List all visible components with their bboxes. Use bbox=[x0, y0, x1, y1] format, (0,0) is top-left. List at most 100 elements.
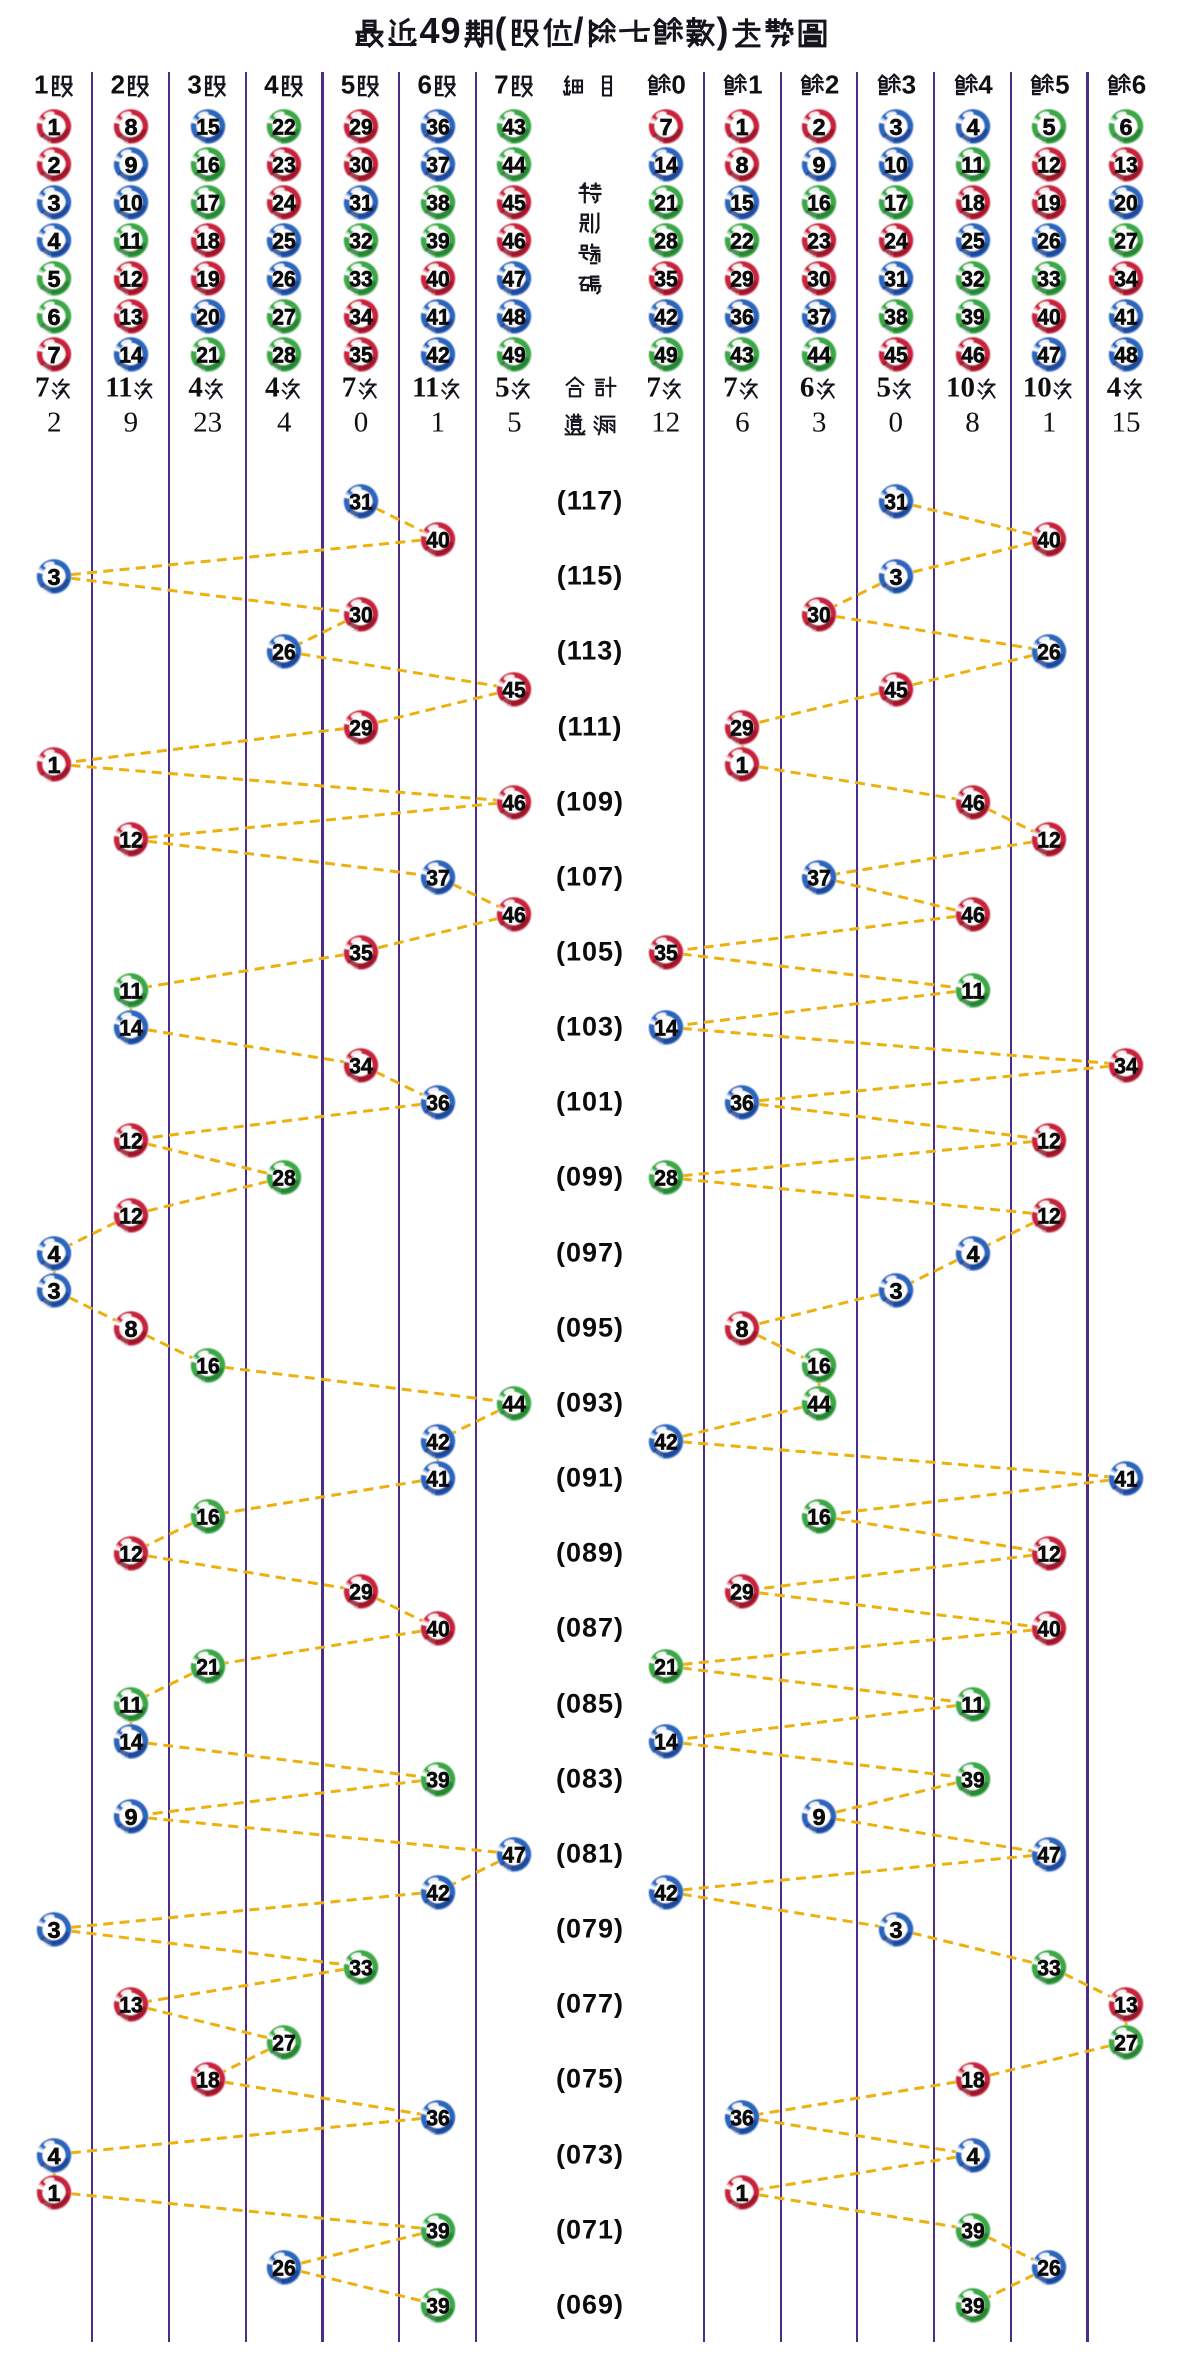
svg-text:31: 31 bbox=[884, 490, 908, 515]
svg-text:5: 5 bbox=[48, 266, 61, 292]
svg-text:39: 39 bbox=[961, 305, 985, 330]
svg-text:47: 47 bbox=[1038, 343, 1062, 368]
svg-text:28: 28 bbox=[654, 228, 678, 253]
svg-text:26: 26 bbox=[1038, 2256, 1062, 2281]
svg-text:45: 45 bbox=[884, 677, 908, 702]
svg-text:33: 33 bbox=[349, 1955, 373, 1980]
svg-text:15: 15 bbox=[196, 114, 220, 139]
svg-text:5: 5 bbox=[1043, 114, 1056, 140]
svg-text:30: 30 bbox=[807, 266, 831, 291]
svg-text:29: 29 bbox=[349, 114, 373, 139]
svg-text:21: 21 bbox=[196, 343, 220, 368]
svg-text:26: 26 bbox=[273, 640, 297, 665]
svg-text:38: 38 bbox=[884, 305, 908, 330]
svg-text:11: 11 bbox=[961, 978, 985, 1003]
svg-text:11: 11 bbox=[119, 1692, 143, 1717]
svg-text:36: 36 bbox=[731, 2105, 755, 2130]
svg-text:23: 23 bbox=[273, 152, 297, 177]
svg-text:28: 28 bbox=[273, 343, 297, 368]
svg-text:1: 1 bbox=[48, 2180, 61, 2206]
svg-text:20: 20 bbox=[196, 305, 220, 330]
svg-text:3: 3 bbox=[48, 1278, 61, 1304]
svg-text:42: 42 bbox=[426, 1880, 450, 1905]
svg-text:45: 45 bbox=[503, 190, 527, 215]
svg-text:33: 33 bbox=[1038, 1955, 1062, 1980]
svg-text:49: 49 bbox=[654, 343, 678, 368]
svg-text:12: 12 bbox=[1038, 828, 1062, 853]
svg-text:21: 21 bbox=[654, 190, 678, 215]
svg-text:17: 17 bbox=[196, 190, 220, 215]
svg-text:41: 41 bbox=[1114, 305, 1138, 330]
svg-text:39: 39 bbox=[426, 1767, 450, 1792]
svg-text:14: 14 bbox=[654, 152, 678, 177]
svg-text:45: 45 bbox=[503, 677, 527, 702]
svg-text:37: 37 bbox=[807, 865, 831, 890]
svg-text:10: 10 bbox=[119, 190, 143, 215]
svg-text:46: 46 bbox=[961, 343, 985, 368]
svg-text:29: 29 bbox=[349, 715, 373, 740]
svg-text:9: 9 bbox=[124, 152, 137, 178]
svg-text:14: 14 bbox=[654, 1730, 678, 1755]
svg-text:44: 44 bbox=[807, 343, 831, 368]
svg-text:40: 40 bbox=[1038, 527, 1062, 552]
svg-text:7: 7 bbox=[659, 114, 672, 140]
svg-text:18: 18 bbox=[961, 190, 985, 215]
svg-text:25: 25 bbox=[961, 228, 985, 253]
svg-text:16: 16 bbox=[196, 1354, 220, 1379]
svg-text:13: 13 bbox=[119, 305, 143, 330]
svg-text:12: 12 bbox=[1038, 1542, 1062, 1567]
svg-text:40: 40 bbox=[426, 266, 450, 291]
svg-text:43: 43 bbox=[503, 114, 527, 139]
svg-text:39: 39 bbox=[426, 2293, 450, 2318]
svg-text:18: 18 bbox=[961, 2068, 985, 2093]
svg-text:46: 46 bbox=[503, 228, 527, 253]
svg-text:12: 12 bbox=[119, 1542, 143, 1567]
svg-text:35: 35 bbox=[349, 343, 373, 368]
svg-text:13: 13 bbox=[1114, 152, 1138, 177]
svg-text:4: 4 bbox=[966, 114, 979, 140]
svg-text:35: 35 bbox=[349, 941, 373, 966]
svg-text:40: 40 bbox=[426, 1617, 450, 1642]
svg-text:3: 3 bbox=[889, 1278, 902, 1304]
svg-text:4: 4 bbox=[48, 228, 61, 254]
svg-text:8: 8 bbox=[736, 1316, 749, 1342]
svg-text:31: 31 bbox=[884, 266, 908, 291]
svg-text:12: 12 bbox=[1038, 1204, 1062, 1229]
svg-text:37: 37 bbox=[426, 865, 450, 890]
svg-text:1: 1 bbox=[48, 752, 61, 778]
svg-text:24: 24 bbox=[884, 228, 908, 253]
svg-text:42: 42 bbox=[654, 1880, 678, 1905]
svg-text:16: 16 bbox=[196, 152, 220, 177]
svg-text:36: 36 bbox=[426, 114, 450, 139]
svg-text:29: 29 bbox=[731, 715, 755, 740]
svg-text:3: 3 bbox=[48, 190, 61, 216]
svg-text:31: 31 bbox=[349, 190, 373, 215]
svg-text:6: 6 bbox=[1119, 114, 1132, 140]
svg-text:16: 16 bbox=[807, 1504, 831, 1529]
svg-text:39: 39 bbox=[961, 2293, 985, 2318]
svg-text:34: 34 bbox=[1114, 266, 1138, 291]
svg-text:30: 30 bbox=[349, 602, 373, 627]
svg-text:40: 40 bbox=[1038, 1617, 1062, 1642]
svg-text:40: 40 bbox=[1038, 305, 1062, 330]
svg-text:24: 24 bbox=[273, 190, 297, 215]
svg-text:35: 35 bbox=[654, 941, 678, 966]
svg-text:29: 29 bbox=[349, 1579, 373, 1604]
svg-text:1: 1 bbox=[48, 114, 61, 140]
svg-text:33: 33 bbox=[349, 266, 373, 291]
svg-text:3: 3 bbox=[48, 564, 61, 590]
svg-text:12: 12 bbox=[1038, 1128, 1062, 1153]
svg-text:34: 34 bbox=[1114, 1053, 1138, 1078]
svg-text:12: 12 bbox=[119, 828, 143, 853]
svg-text:38: 38 bbox=[426, 190, 450, 215]
svg-text:27: 27 bbox=[273, 2030, 297, 2055]
svg-text:9: 9 bbox=[813, 1804, 826, 1830]
svg-text:15: 15 bbox=[731, 190, 755, 215]
svg-text:19: 19 bbox=[1038, 190, 1062, 215]
svg-text:23: 23 bbox=[807, 228, 831, 253]
svg-text:8: 8 bbox=[124, 1316, 137, 1342]
svg-text:12: 12 bbox=[1038, 152, 1062, 177]
svg-text:21: 21 bbox=[654, 1655, 678, 1680]
svg-text:30: 30 bbox=[807, 602, 831, 627]
svg-text:1: 1 bbox=[736, 2180, 749, 2206]
